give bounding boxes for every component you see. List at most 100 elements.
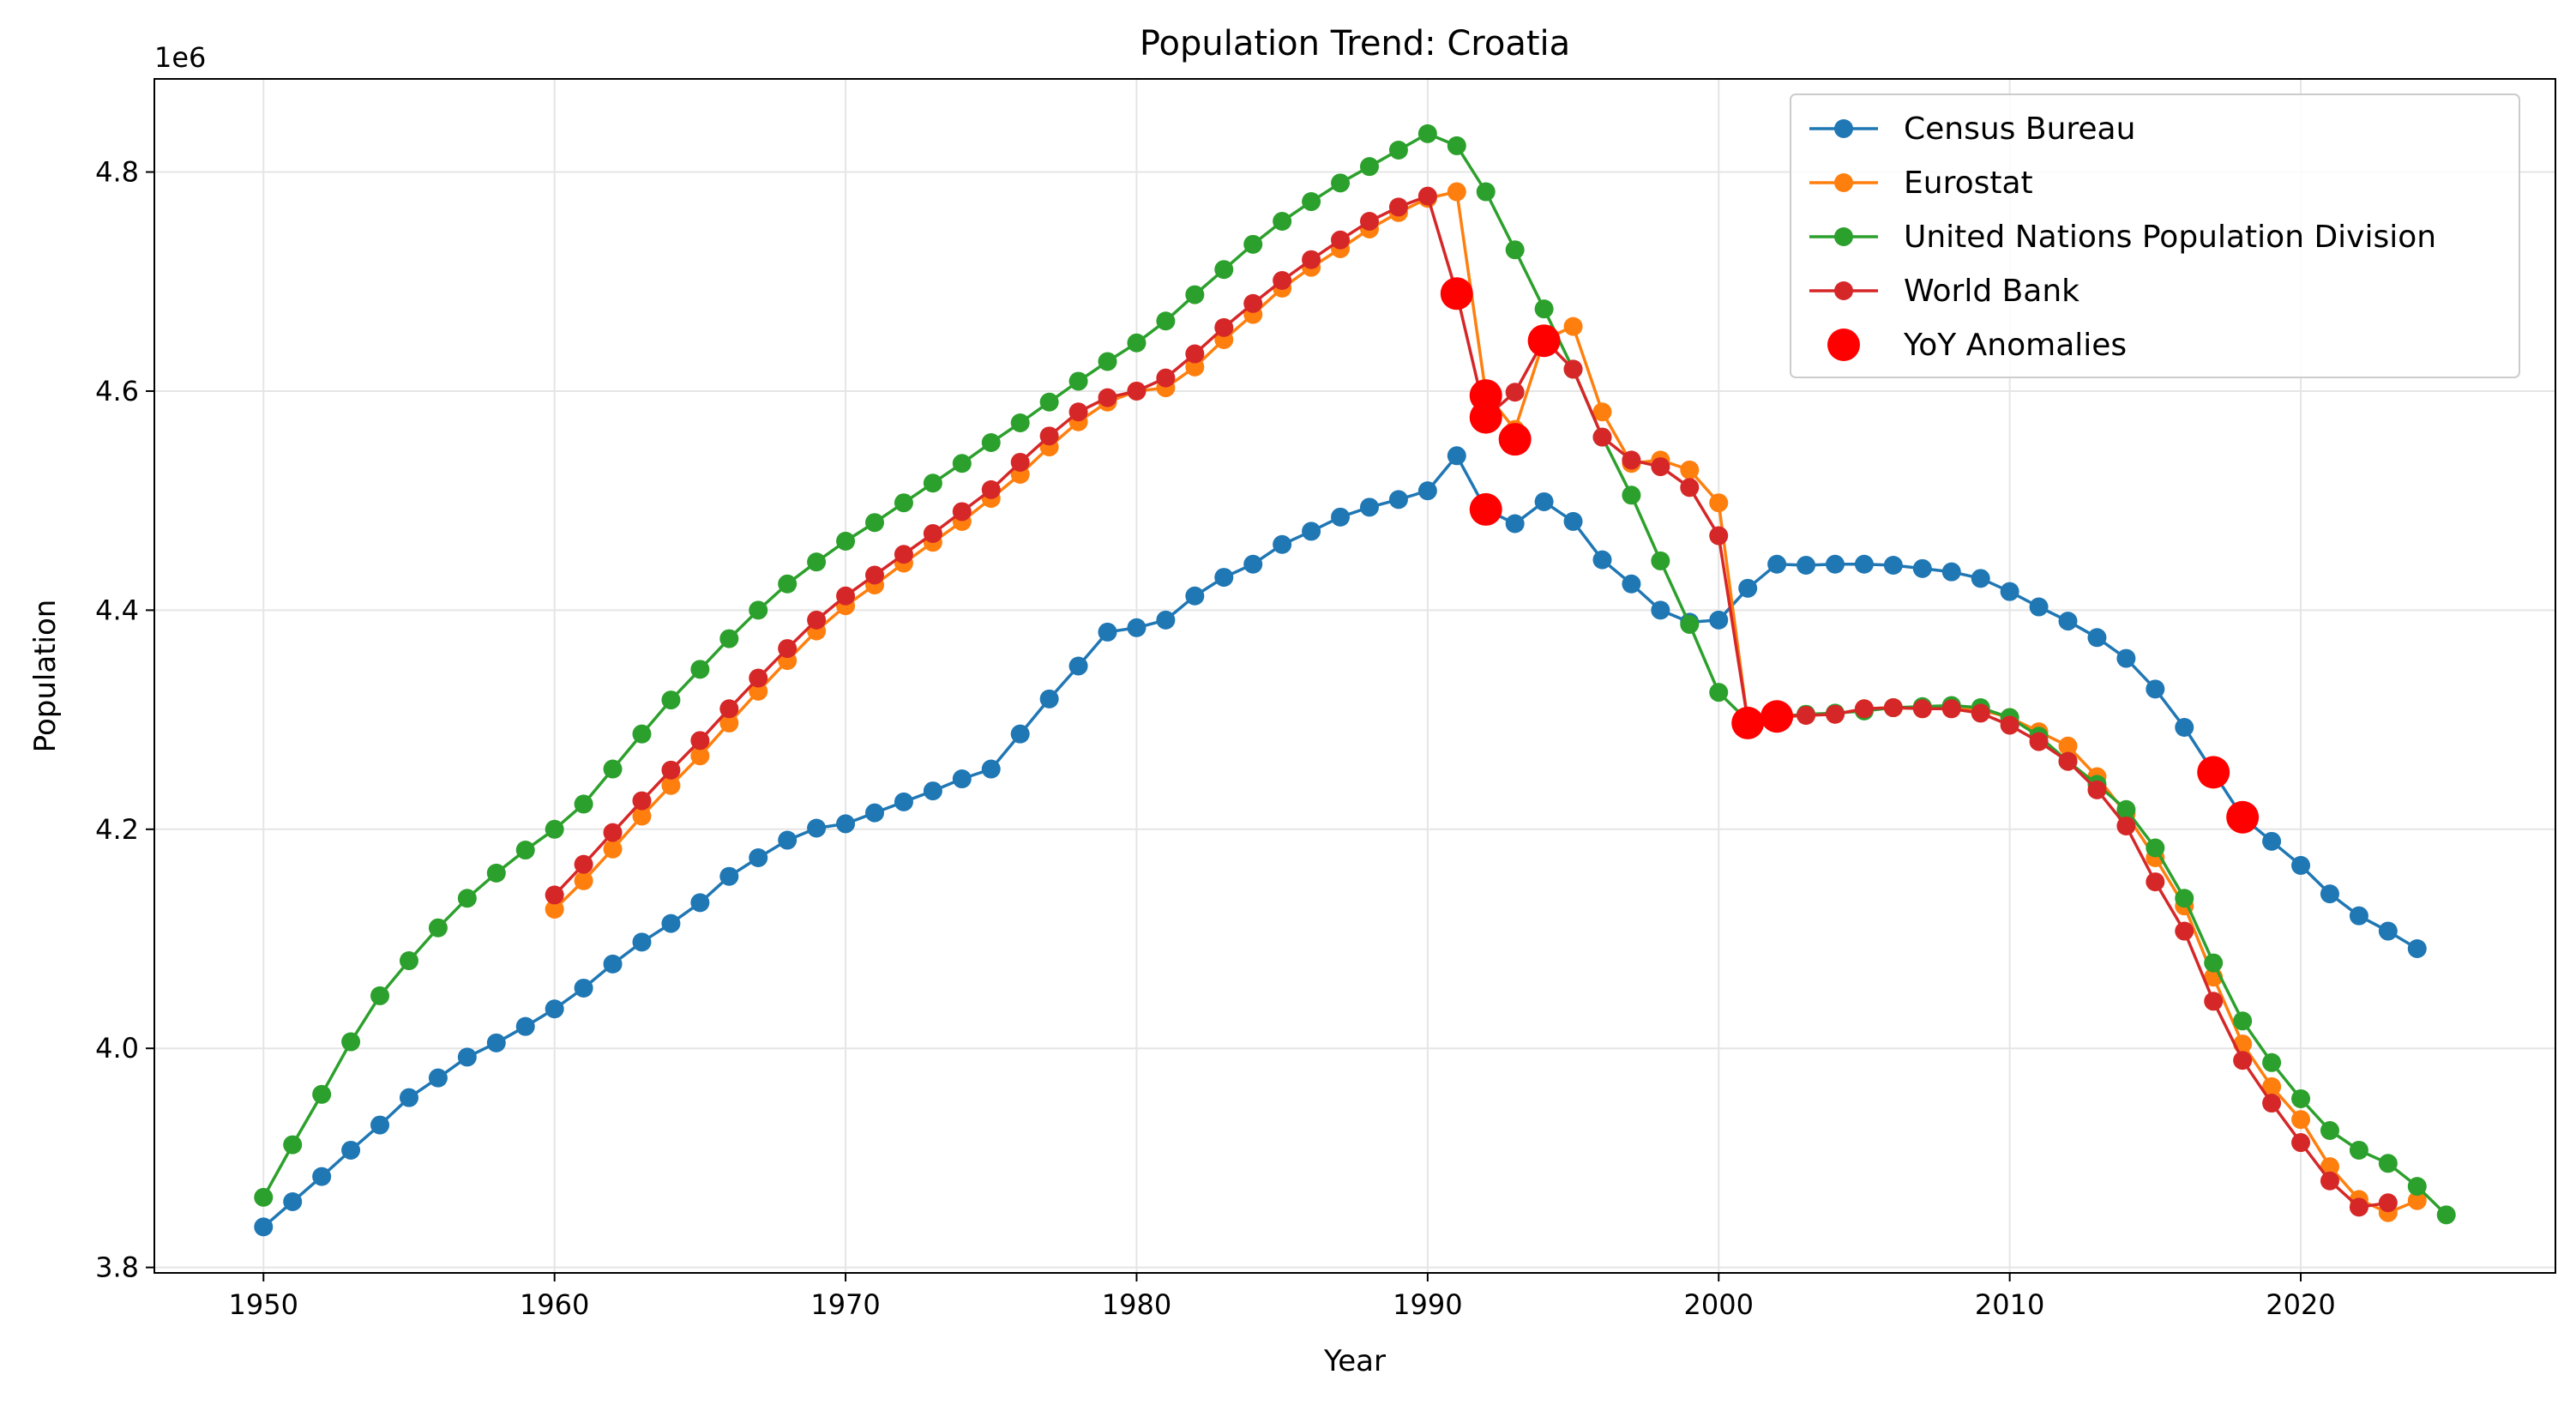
data-point [2029,597,2049,617]
y-axis-label: Population [28,600,63,753]
data-point [2291,1110,2311,1130]
data-point [749,600,768,620]
data-point [2262,1094,2282,1113]
data-point [283,1191,303,1211]
data-point [1068,402,1088,422]
data-point [923,781,942,801]
data-point [719,866,739,886]
data-point [894,792,913,811]
x-tick-label: 1980 [1102,1288,1171,1321]
data-point [1505,240,1525,260]
data-point [1854,554,1874,574]
legend-entry: Census Bureau [1809,112,2135,147]
x-tick-label: 1950 [229,1288,298,1321]
data-point [1563,511,1583,531]
data-point [632,724,652,744]
data-point [2436,1205,2456,1225]
data-point [312,1084,332,1104]
data-point [1651,551,1670,570]
data-point [2262,1076,2282,1096]
data-point [2233,1011,2253,1031]
data-point [1010,452,1030,472]
data-point [2116,816,2136,835]
data-point [1447,182,1466,202]
data-point [1098,352,1117,371]
legend-entry: United Nations Population Division [1809,220,2436,255]
data-point [632,806,652,826]
data-point [1243,293,1263,313]
data-point [1883,556,1903,576]
data-point [1622,485,1641,505]
data-point [2262,831,2282,851]
data-point [661,775,681,795]
legend-label: Census Bureau [1904,112,2135,147]
data-point [2000,582,2019,601]
data-point [1826,554,1845,574]
data-point [2175,889,2194,908]
data-point [778,830,797,850]
data-point [836,814,856,834]
x-axis-ticks: 1950 1960 1970 1980 1990 2000 2010 2020 [229,1273,2336,1321]
data-point [457,1047,477,1067]
data-point [1912,558,1932,578]
data-point [457,889,477,908]
legend-entry: Eurostat [1809,166,2033,201]
data-point [2146,838,2165,858]
data-point [923,473,942,493]
data-point [574,871,593,890]
anomaly-point [1469,401,1502,434]
data-point [603,759,623,779]
data-point [1185,344,1205,364]
data-point [1039,392,1059,412]
legend: Census Bureau Eurostat United Nations Popu… [1790,93,2520,378]
data-point [981,479,1001,499]
data-point [1738,578,1758,598]
data-point [1622,574,1641,594]
data-point [1680,460,1700,479]
data-point [1039,426,1059,446]
data-point [1651,600,1670,620]
data-point [1971,703,1990,723]
data-point [1941,699,1961,719]
legend-label: United Nations Population Division [1904,220,2436,255]
data-point [2291,1088,2311,1108]
legend-entry: YoY Anomalies [1827,328,2127,363]
data-point [1127,381,1147,401]
data-point [894,493,913,513]
data-point [2378,1193,2398,1213]
data-point [515,841,535,860]
x-tick-label: 2010 [1975,1288,2044,1321]
data-point [1534,299,1554,319]
data-point [836,586,856,606]
data-point [2204,992,2224,1011]
data-point [2349,1140,2368,1160]
data-point [2146,679,2165,699]
data-point [690,893,710,913]
anomaly-point [1760,700,1794,733]
data-point [603,823,623,842]
data-point [486,863,506,883]
data-point [1592,550,1612,570]
data-point [1185,285,1205,305]
data-point [2262,1052,2282,1072]
data-point [2320,1157,2339,1177]
data-point [574,794,593,814]
data-point [1447,446,1466,466]
data-point [2378,1154,2398,1173]
data-point [2087,628,2107,648]
data-point [574,978,593,998]
legend-swatch-marker [1834,227,1853,246]
data-point [1883,698,1903,718]
data-point [807,610,827,630]
data-point [1243,234,1263,254]
data-point [2029,732,2049,751]
data-point [1971,569,1990,588]
data-point [1214,260,1234,280]
data-point [632,932,652,952]
data-point [749,668,768,688]
data-point [632,791,652,811]
data-point [749,847,768,867]
legend-entry: World Bank [1809,274,2079,309]
data-point [690,746,710,766]
data-point [1331,173,1351,193]
